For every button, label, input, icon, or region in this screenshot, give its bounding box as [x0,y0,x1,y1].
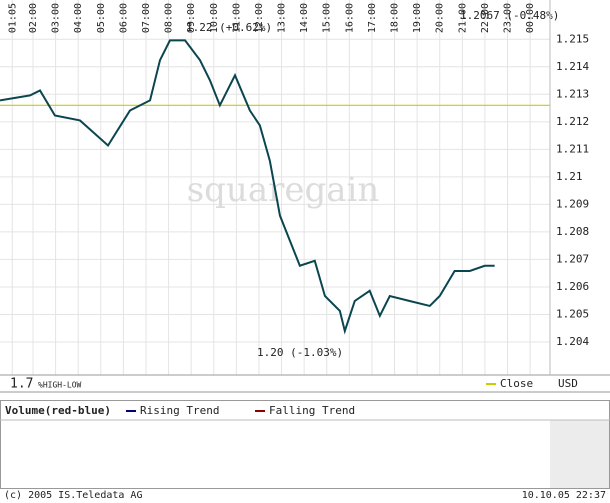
y-tick-label: 1.21 [556,170,583,183]
y-tick-label: 1.206 [556,280,589,293]
x-tick-label: 17:00 [367,3,378,33]
volume-axis [550,420,609,488]
x-tick-label: 21:00 [457,3,468,33]
x-tick-label: 04:00 [73,3,84,33]
y-tick-label: 1.209 [556,197,589,210]
y-tick-label: 1.214 [556,60,589,73]
y-tick-label: 1.204 [556,335,589,348]
x-tick-label: 22:00 [480,3,491,33]
x-tick-label: 19:00 [412,3,423,33]
x-tick-label: 02:00 [28,3,39,33]
y-tick-label: 1.212 [556,115,589,128]
copyright: (c) 2005 IS.Teledata AG [4,490,142,501]
y-tick-label: 1.213 [556,87,589,100]
x-tick-label: 05:00 [96,3,107,33]
watermark: squaregain [187,170,380,210]
x-tick-label: 06:00 [118,3,129,33]
x-tick-label: 08:00 [164,3,175,33]
annotation: 1.20 (-1.03%) [257,346,343,359]
price-line [0,39,495,335]
x-tick-label: 23:00 [503,3,514,33]
y-tick-label: 1.207 [556,252,589,265]
x-tick-label: 13:00 [277,3,288,33]
x-tick-label: 03:00 [51,3,62,33]
legend-label: Falling Trend [269,404,355,417]
annotation: 1.22 (+0.62%) [186,21,272,34]
x-tick-label: 20:00 [435,3,446,33]
y-tick-label: 1.208 [556,225,589,238]
x-tick-label: 18:00 [390,3,401,33]
volume-title: Volume(red-blue) [5,404,111,417]
y-tick-label: 1.211 [556,142,589,155]
legend-label: Rising Trend [140,404,219,417]
currency: USD [558,377,578,390]
timestamp: 10.10.05 22:37 [522,490,606,501]
x-tick-label: 11:00 [231,3,242,33]
grid: 1.204 1.205 1.206 1.207 1.208 1.209 1.21 1.211 1… [0,0,589,375]
annotation: 1.2067 (-0.48%) [460,9,559,22]
x-tick-label: 15:00 [322,3,333,33]
legend-label: Close [500,377,533,390]
volume-panel [0,400,610,489]
x-tick-label: 10:00 [209,3,220,33]
indicator-value: 1.7 [10,377,33,392]
x-tick-label: 14:00 [299,3,310,33]
x-tick-label: 12:00 [254,3,265,33]
plot [0,39,550,335]
x-tick-label: 09:00 [186,3,197,33]
x-tick-label: 07:00 [141,3,152,33]
x-tick-label: 01:05 [7,3,18,33]
x-tick-label: 00:00 [525,3,536,33]
y-tick-label: 1.215 [556,32,589,45]
x-tick-label: 16:00 [344,3,355,33]
indicator-label: %HIGH-LOW [38,381,82,390]
y-tick-label: 1.205 [556,307,589,320]
